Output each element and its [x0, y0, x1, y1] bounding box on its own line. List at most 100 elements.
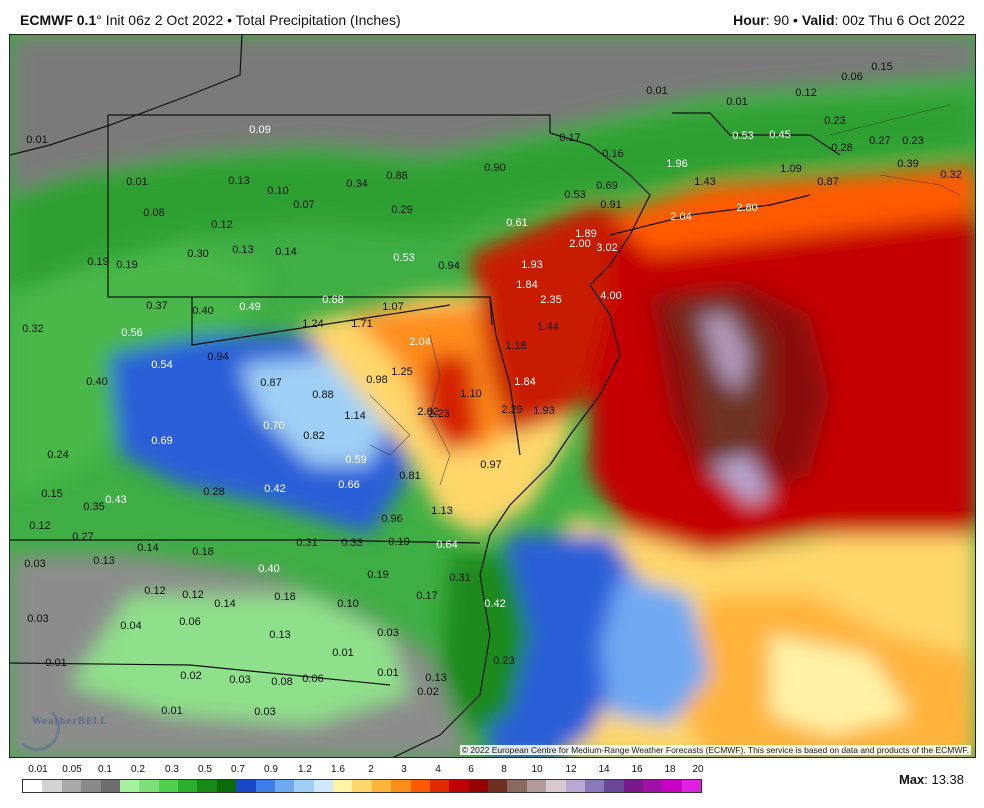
value-label: 1.25 — [391, 366, 413, 378]
value-label: 0.82 — [303, 430, 325, 442]
legend-swatch — [565, 780, 585, 792]
value-label: 0.01 — [377, 667, 399, 679]
value-label: 0.01 — [646, 85, 668, 97]
value-label: 0.15 — [871, 61, 893, 73]
value-label: 0.03 — [254, 706, 276, 718]
value-label: 0.40 — [258, 563, 280, 575]
value-label: 0.56 — [121, 327, 143, 339]
value-label: 1.71 — [351, 318, 373, 330]
value-label: 0.06 — [179, 616, 201, 628]
value-label: 1.84 — [516, 279, 538, 291]
value-label: 2.23 — [428, 408, 450, 420]
value-label: 0.69 — [151, 435, 173, 447]
legend-tick: 10 — [531, 764, 543, 775]
value-label: 0.03 — [377, 627, 399, 639]
max-label: Max — [898, 772, 925, 787]
value-label: 0.45 — [769, 129, 791, 141]
value-label: 0.18 — [274, 591, 296, 603]
value-label: 2.62 — [417, 406, 439, 418]
hour-label: Hour — [733, 12, 766, 28]
value-label: 0.88 — [386, 170, 408, 182]
value-label: 0.17 — [416, 590, 438, 602]
legend-swatch — [488, 780, 508, 792]
legend-swatch — [216, 780, 237, 792]
value-label: 0.02 — [180, 670, 202, 682]
value-label: 0.12 — [29, 520, 51, 532]
legend-tick: 18 — [664, 764, 676, 775]
legend-tick: 0.2 — [131, 764, 145, 775]
value-label: 0.04 — [120, 620, 142, 632]
value-label: 1.07 — [382, 301, 404, 313]
value-label: 0.23 — [824, 115, 846, 127]
value-label: 0.12 — [795, 87, 817, 99]
legend-swatch — [623, 780, 643, 792]
legend-swatch — [255, 780, 275, 792]
legend-swatch — [42, 780, 62, 792]
value-label: 0.64 — [436, 539, 458, 551]
header-bar: ECMWF 0.1° Init 06z 2 Oct 2022 • Total P… — [0, 0, 984, 34]
value-label: 0.08 — [271, 676, 293, 688]
value-label: 0.02 — [417, 686, 439, 698]
legend-swatch — [119, 780, 140, 792]
legend-swatch — [643, 780, 663, 792]
legend-swatch — [61, 780, 82, 792]
legend-swatch — [178, 780, 198, 792]
value-label: 2.04 — [670, 211, 692, 223]
value-label: 0.42 — [264, 483, 286, 495]
value-label: 0.37 — [146, 300, 168, 312]
value-label: 0.27 — [72, 531, 94, 543]
value-label: 0.30 — [187, 248, 209, 260]
value-label: 1.10 — [460, 388, 482, 400]
value-label: 1.89 — [575, 228, 597, 240]
legend-tick: 14 — [598, 764, 610, 775]
value-label: 0.61 — [506, 217, 528, 229]
value-label: 0.29 — [391, 204, 413, 216]
value-label: 0.06 — [302, 673, 324, 685]
value-label: 0.81 — [399, 470, 421, 482]
legend-swatch — [23, 780, 43, 792]
value-label: 0.03 — [27, 613, 49, 625]
value-label: 0.13 — [93, 555, 115, 567]
copyright-notice: © 2022 European Centre for Medium-Range … — [459, 745, 971, 755]
value-label: 0.94 — [207, 351, 229, 363]
value-label: 0.27 — [869, 135, 891, 147]
legend-tick: 0.05 — [62, 764, 82, 775]
value-label: 1.18 — [505, 340, 527, 352]
value-label: 1.96 — [666, 158, 688, 170]
value-label: 1.93 — [521, 259, 543, 271]
value-label: 1.84 — [514, 376, 536, 388]
value-label: 3.02 — [596, 242, 618, 254]
legend-tick: 0.7 — [231, 764, 245, 775]
legend-tick: 1.2 — [298, 764, 312, 775]
legend-tick: 8 — [501, 764, 507, 775]
value-label: 0.28 — [831, 142, 853, 154]
legend-tick: 0.3 — [165, 764, 179, 775]
product-title: ECMWF 0.1° Init 06z 2 Oct 2022 • Total P… — [20, 12, 401, 28]
legend-swatch — [507, 780, 527, 792]
value-label: 0.98 — [366, 374, 388, 386]
weatherbell-logo: WeatherBELL — [14, 703, 106, 751]
value-label: 0.87 — [817, 176, 839, 188]
legend-tick: 0.1 — [98, 764, 112, 775]
value-label: 0.87 — [260, 377, 282, 389]
value-label: 0.14 — [214, 598, 236, 610]
hour-value: : 90 • — [765, 12, 802, 28]
legend-swatch — [274, 780, 295, 792]
legend-swatch — [449, 780, 469, 792]
value-label: 2.29 — [501, 404, 523, 416]
value-label: 0.70 — [263, 420, 285, 432]
value-label: 0.31 — [449, 572, 471, 584]
value-label: 0.03 — [229, 674, 251, 686]
value-label: 0.90 — [484, 162, 506, 174]
value-label: 0.13 — [232, 244, 254, 256]
legend-swatch — [526, 780, 547, 792]
value-label: 0.32 — [940, 169, 962, 181]
value-label: 0.19 — [388, 536, 410, 548]
value-label: 0.13 — [425, 672, 447, 684]
precipitation-map[interactable]: 0.01 0.01 0.09 0.13 0.10 0.07 0.34 0.88 … — [9, 34, 976, 758]
value-label: 0.01 — [45, 657, 67, 669]
legend-swatch — [662, 780, 682, 792]
legend-swatch — [197, 780, 217, 792]
value-label: 0.68 — [322, 294, 344, 306]
value-label: 0.19 — [116, 259, 138, 271]
